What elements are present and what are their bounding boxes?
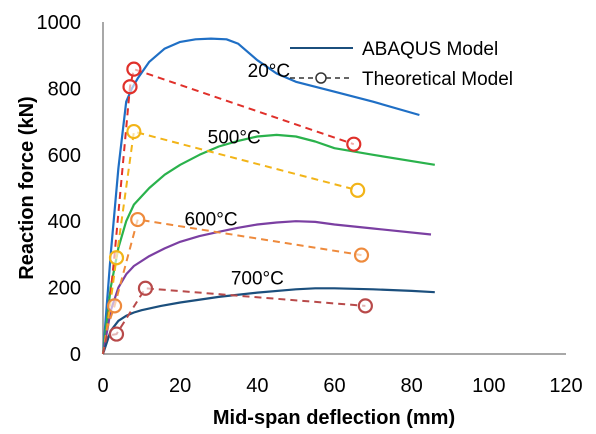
theoretical-marker — [357, 298, 373, 314]
abaqus-line-series — [101, 287, 435, 355]
x-tick-label: 40 — [246, 375, 268, 397]
theoretical-marker — [108, 250, 125, 266]
theoretical-marker — [137, 280, 154, 296]
theoretical-marker — [126, 61, 142, 77]
theoretical-marker — [122, 79, 138, 95]
x-tick-label: 0 — [97, 375, 108, 397]
y-axis-title: Reaction force (kN) — [16, 96, 38, 279]
temperature-label: 700°C — [231, 269, 284, 290]
x-tick-label: 60 — [323, 375, 345, 397]
temperature-label: 20°C — [248, 61, 290, 82]
y-tick-label: 0 — [70, 344, 81, 366]
x-tick-labels: 0 20 40 60 80 100 120 — [97, 375, 582, 397]
y-tick-label: 800 — [48, 78, 81, 100]
theoretical-line-series — [102, 130, 358, 355]
y-tick-label: 400 — [48, 211, 81, 233]
x-tick-label: 120 — [549, 375, 582, 397]
x-axis-title: Mid-span deflection (mm) — [213, 407, 455, 429]
theoretical-marker — [108, 326, 125, 342]
plot-area — [102, 22, 566, 355]
legend-abaqus-label: ABAQUS Model — [362, 39, 498, 60]
legend: ABAQUS Model Theoretical Model — [290, 39, 513, 90]
y-tick-labels: 0 200 400 600 800 1000 — [37, 12, 82, 366]
legend-theory-marker — [315, 72, 327, 84]
theoretical-line-series — [102, 287, 366, 355]
y-tick-label: 600 — [48, 145, 81, 167]
temperature-label: 500°C — [208, 128, 261, 149]
y-tick-label: 200 — [48, 278, 81, 300]
theoretical-marker — [350, 182, 366, 198]
abaqus-line-series — [101, 37, 420, 355]
temperature-annotations: 20°C 500°C 600°C 700°C — [185, 61, 291, 290]
theoretical-marker — [346, 136, 362, 152]
legend-theory-label: Theoretical Model — [362, 69, 513, 90]
theoretical-marker — [106, 298, 123, 314]
abaqus-line-series — [101, 220, 432, 355]
theoretical-marker — [353, 247, 370, 263]
x-tick-label: 100 — [472, 375, 505, 397]
theoretical-marker — [126, 123, 142, 140]
x-tick-label: 80 — [401, 375, 423, 397]
temperature-label: 600°C — [185, 210, 238, 231]
theoretical-series-group — [102, 61, 373, 355]
theoretical-marker — [130, 211, 146, 228]
y-tick-label: 1000 — [37, 12, 82, 34]
theoretical-line-series — [102, 67, 355, 355]
x-tick-label: 20 — [169, 375, 191, 397]
